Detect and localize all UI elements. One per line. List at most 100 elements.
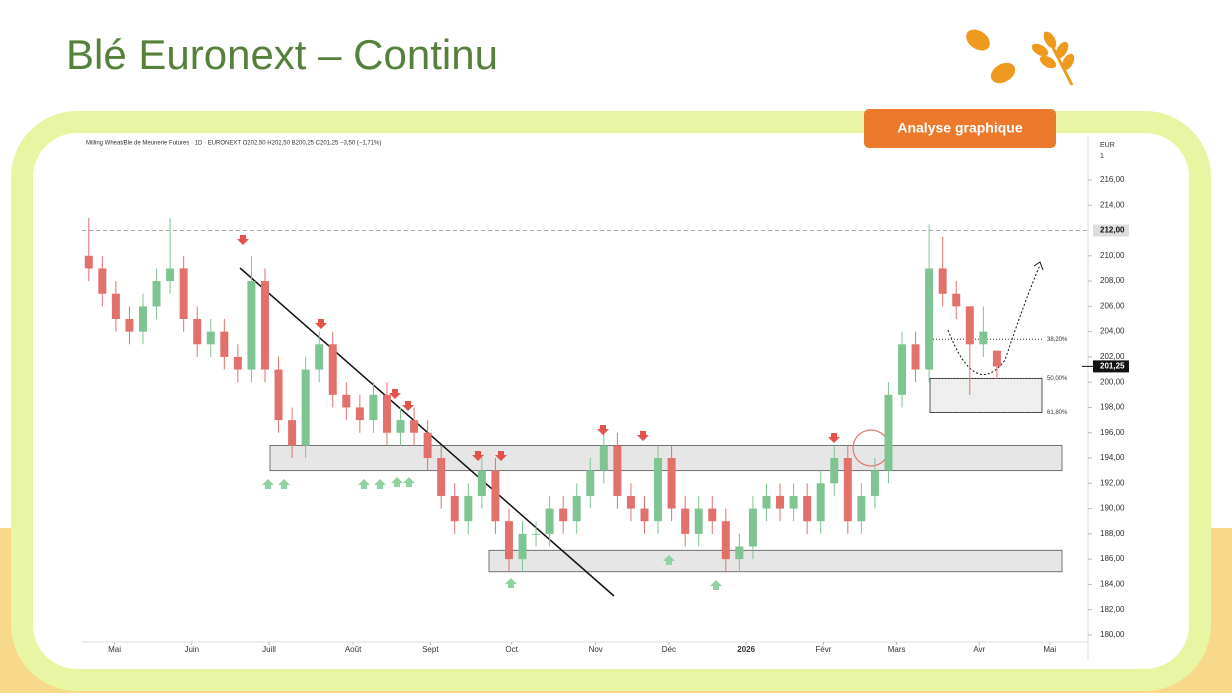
buy-arrow bbox=[278, 479, 290, 489]
candle-body bbox=[288, 420, 297, 446]
candle-body bbox=[138, 306, 147, 332]
last-price-label: 201,25 bbox=[1100, 362, 1125, 371]
frame bbox=[11, 111, 1211, 691]
last-price-tag bbox=[1093, 360, 1129, 373]
candle-body bbox=[166, 268, 175, 282]
fib-box bbox=[929, 378, 1043, 413]
candle-body bbox=[965, 306, 974, 345]
candle-body bbox=[491, 470, 500, 522]
y-tick-label: 188,00 bbox=[1100, 529, 1125, 538]
candle-body bbox=[640, 508, 649, 522]
buy-arrow bbox=[374, 479, 386, 489]
buy-arrow bbox=[403, 477, 415, 487]
x-tick-label: Oct bbox=[505, 645, 518, 654]
candle-body bbox=[220, 331, 229, 357]
x-tick-label: 2026 bbox=[737, 645, 755, 654]
candle-body bbox=[776, 495, 785, 509]
candle-body bbox=[179, 268, 188, 319]
candle-body bbox=[477, 470, 486, 496]
candle-body bbox=[206, 331, 215, 345]
fib-label: 50,00% bbox=[1047, 376, 1068, 382]
candle-body bbox=[572, 495, 581, 522]
x-tick-label: Avr bbox=[973, 645, 985, 654]
candle-body bbox=[667, 458, 676, 509]
candle-body bbox=[938, 268, 947, 294]
y-tick-label: 202,00 bbox=[1100, 352, 1125, 361]
y-tick-label: 186,00 bbox=[1100, 554, 1125, 563]
candle-body bbox=[762, 495, 771, 509]
badge-text: Analyse graphique bbox=[897, 120, 1022, 136]
candle-body bbox=[681, 508, 690, 534]
sell-arrow bbox=[637, 431, 649, 441]
support-zone bbox=[488, 549, 1063, 573]
y-tick-label: 194,00 bbox=[1100, 453, 1125, 462]
reference-tag bbox=[1093, 224, 1129, 237]
candle-body bbox=[843, 458, 852, 522]
candle-body bbox=[857, 495, 866, 522]
candle-body bbox=[870, 470, 879, 496]
candle-body bbox=[396, 420, 405, 433]
projection-head bbox=[1033, 261, 1044, 271]
candle-body bbox=[545, 508, 554, 534]
buy-arrow bbox=[710, 580, 722, 590]
candle-body bbox=[274, 369, 283, 421]
candle-body bbox=[450, 495, 459, 522]
sell-arrow bbox=[237, 235, 249, 245]
candle-body bbox=[342, 394, 351, 408]
candle-body bbox=[328, 344, 337, 395]
support-zone bbox=[269, 444, 1063, 472]
y-tick-label: 214,00 bbox=[1100, 200, 1125, 209]
candle-body bbox=[721, 521, 730, 560]
trendline bbox=[239, 267, 615, 597]
candle-body bbox=[789, 495, 798, 509]
y-unit-sub: 1 bbox=[1100, 153, 1104, 160]
candle-body bbox=[532, 533, 541, 535]
candle-body bbox=[979, 331, 988, 345]
candle-body bbox=[111, 293, 120, 319]
y-tick-label: 192,00 bbox=[1100, 478, 1125, 487]
fib-label: 38,20% bbox=[1047, 337, 1068, 343]
x-tick-label: Mars bbox=[888, 645, 906, 654]
chart-header: Milling Wheat/Ble de Meunerie Futures · … bbox=[86, 141, 381, 147]
fib-label: 61,80% bbox=[1047, 410, 1068, 416]
candle-body bbox=[992, 350, 1001, 367]
y-tick-label: 184,00 bbox=[1100, 580, 1125, 589]
wheat-icon bbox=[966, 29, 1075, 86]
y-unit: EUR bbox=[1100, 142, 1115, 149]
x-tick-label: Sept bbox=[422, 645, 439, 654]
y-tick-label: 210,00 bbox=[1100, 251, 1125, 260]
x-tick-label: Mai bbox=[1043, 645, 1056, 654]
candle-body bbox=[98, 268, 107, 294]
candle-body bbox=[559, 508, 568, 522]
candle-body bbox=[464, 495, 473, 522]
x-tick-label: Août bbox=[345, 645, 362, 654]
candle-body bbox=[260, 281, 269, 370]
candle-body bbox=[735, 546, 744, 560]
y-tick-label: 208,00 bbox=[1100, 276, 1125, 285]
candle-body bbox=[355, 407, 364, 421]
sell-arrow bbox=[472, 451, 484, 461]
buy-arrow bbox=[663, 555, 675, 565]
candle-body bbox=[152, 281, 161, 307]
candle-body bbox=[694, 508, 703, 534]
candle-body bbox=[911, 344, 920, 370]
sell-arrow bbox=[495, 451, 507, 461]
candle-body bbox=[748, 508, 757, 547]
sell-arrow bbox=[315, 319, 327, 329]
candle-body bbox=[518, 533, 527, 560]
candle-body bbox=[613, 445, 622, 496]
candle-body bbox=[830, 458, 839, 484]
candle-body bbox=[301, 369, 310, 446]
sell-arrow bbox=[389, 389, 401, 399]
x-tick-label: Mai bbox=[108, 645, 121, 654]
slide-title: Blé Euronext – Continu bbox=[66, 31, 498, 78]
y-tick-label: 196,00 bbox=[1100, 428, 1125, 437]
candle-body bbox=[125, 319, 134, 332]
y-tick-label: 204,00 bbox=[1100, 327, 1125, 336]
y-tick-label: 182,00 bbox=[1100, 605, 1125, 614]
reference-label: 212,00 bbox=[1100, 226, 1125, 235]
y-tick-label: 206,00 bbox=[1100, 301, 1125, 310]
sell-arrow bbox=[402, 401, 414, 411]
candle-body bbox=[654, 458, 663, 522]
